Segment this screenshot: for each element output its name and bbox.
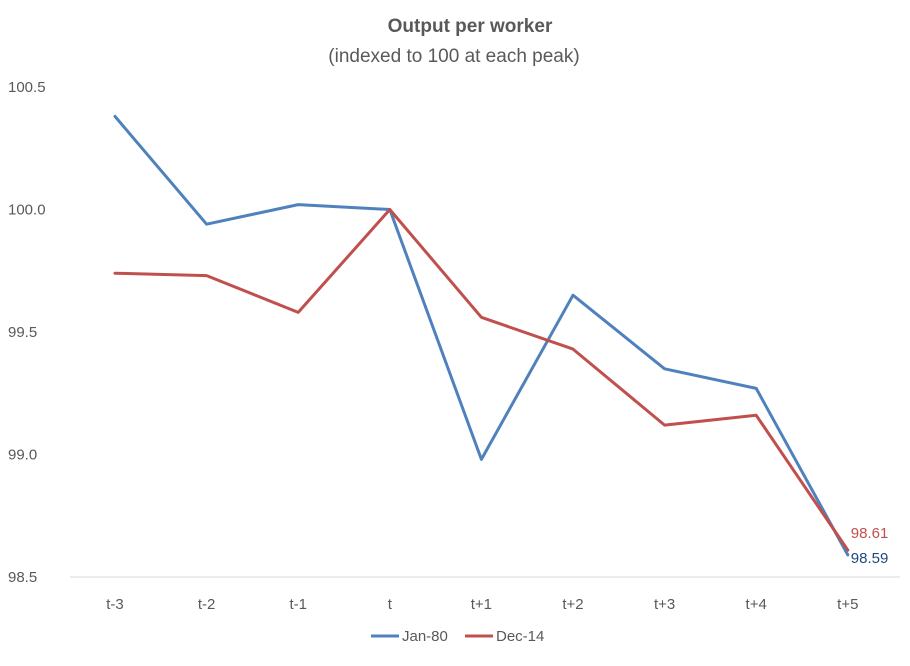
x-axis: t-3 t-2 t-1 t t+1 t+2 t+3 t+4 t+5 <box>106 596 858 613</box>
x-tick-label: t+3 <box>654 596 675 613</box>
y-axis: 98.5 99.0 99.5 100.0 100.5 <box>8 79 46 586</box>
x-tick-label: t-3 <box>106 596 124 613</box>
y-tick-label: 98.5 <box>8 569 37 586</box>
data-label-jan-80: 98.59 <box>851 550 889 567</box>
x-tick-label: t+1 <box>471 596 492 613</box>
legend-label-dec-14: Dec-14 <box>496 628 544 645</box>
y-tick-label: 100.5 <box>8 79 46 96</box>
y-tick-label: 99.5 <box>8 324 37 341</box>
x-tick-label: t+2 <box>562 596 583 613</box>
chart-subtitle: (indexed to 100 at each peak) <box>328 46 579 67</box>
x-tick-label: t <box>388 596 393 613</box>
legend: Jan-80 Dec-14 <box>371 628 544 645</box>
legend-label-jan-80: Jan-80 <box>402 628 448 645</box>
x-tick-label: t-1 <box>289 596 307 613</box>
chart-title: Output per worker <box>388 16 553 37</box>
series-line-dec-14 <box>113 208 850 552</box>
data-label-dec-14: 98.61 <box>851 525 889 542</box>
series-group <box>113 114 850 557</box>
y-tick-label: 99.0 <box>8 447 37 464</box>
series-line-jan-80 <box>113 114 850 557</box>
x-tick-label: t-2 <box>198 596 216 613</box>
x-tick-label: t+5 <box>837 596 858 613</box>
data-labels: 98.59 98.61 <box>851 525 889 567</box>
y-tick-label: 100.0 <box>8 202 46 219</box>
x-tick-label: t+4 <box>746 596 767 613</box>
